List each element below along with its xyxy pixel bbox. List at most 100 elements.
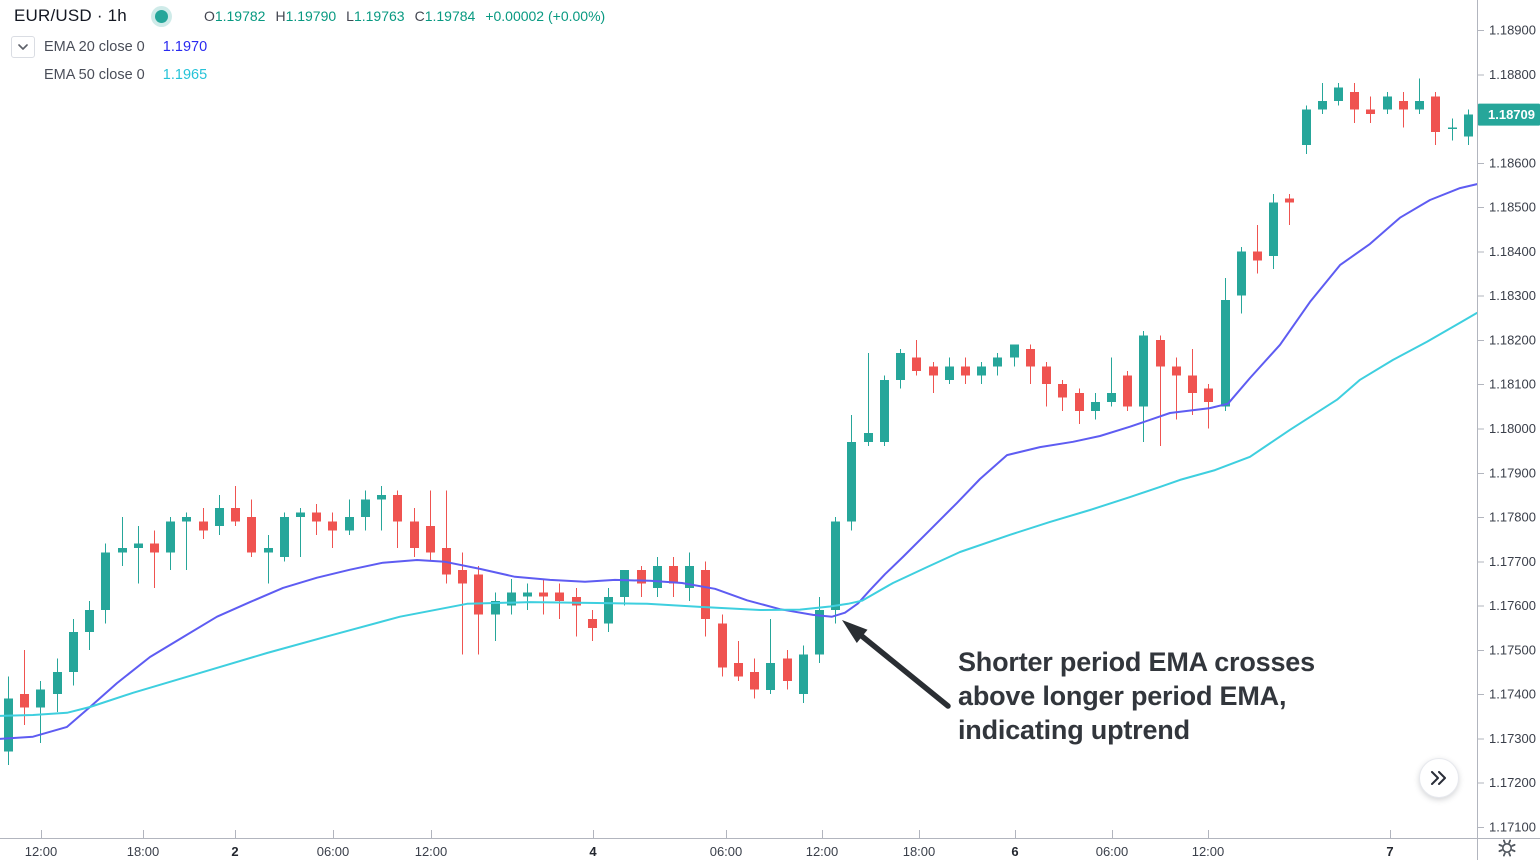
candle-body <box>1431 96 1440 132</box>
price-axis-label: 1.18200 <box>1489 332 1536 347</box>
candle-body <box>507 592 516 606</box>
price-axis-label: 1.17400 <box>1489 687 1536 702</box>
candle-body <box>264 548 273 553</box>
candle-body <box>134 543 143 548</box>
candle-body <box>1107 393 1116 402</box>
ohlc-pair: L1.19763 <box>346 8 405 24</box>
annotation-arrow <box>842 620 951 709</box>
time-axis-label: 4 <box>589 844 597 859</box>
candle-body <box>880 379 889 442</box>
candle-body <box>945 366 954 380</box>
ohlc-pair: C1.19784 <box>414 8 476 24</box>
candle-body <box>231 508 240 522</box>
candle-body <box>993 357 1002 367</box>
price-axis-label: 1.17300 <box>1489 731 1536 746</box>
price-axis-label: 1.17100 <box>1489 820 1536 835</box>
candle-body <box>20 694 29 708</box>
candle-body <box>345 517 354 531</box>
price-change: +0.00002 (+0.00%) <box>485 8 606 24</box>
candle-body <box>1139 335 1148 407</box>
candle-body <box>1318 100 1327 110</box>
candle-body <box>1156 339 1165 367</box>
candles-layer <box>4 78 1473 765</box>
candle-body <box>620 570 629 597</box>
candle-body <box>555 592 564 602</box>
time-axis[interactable]: 12:00 18:00 2 06:00 12:00 4 06:00 12:00 18:00 6 06… <box>25 830 1394 859</box>
ema20-line[interactable] <box>0 183 1478 740</box>
time-axis-label: 12:00 <box>25 844 58 859</box>
last-price-badge: 1.18709 <box>1478 103 1540 126</box>
price-axis-label: 1.18500 <box>1489 200 1536 215</box>
candle-body <box>1204 388 1213 402</box>
candle-body <box>961 366 970 376</box>
scroll-to-realtime-button[interactable] <box>1419 758 1459 798</box>
candle-body <box>474 574 483 615</box>
candle-body <box>637 570 646 584</box>
candle-body <box>896 353 905 380</box>
candle-body <box>669 565 678 584</box>
time-axis-label: 12:00 <box>806 844 839 859</box>
time-axis-label: 18:00 <box>903 844 936 859</box>
candle-body <box>847 441 856 522</box>
candle-body <box>1010 344 1019 358</box>
candle-body <box>1091 401 1100 411</box>
price-axis-label: 1.17700 <box>1489 554 1536 569</box>
candle-body <box>1253 251 1262 261</box>
candle-body <box>815 610 824 655</box>
candle-body <box>85 610 94 633</box>
legend-collapse-button[interactable] <box>11 36 35 58</box>
time-axis-label: 7 <box>1386 844 1393 859</box>
candle-body <box>215 508 224 526</box>
candle-body <box>377 494 386 500</box>
time-axis-label: 2 <box>231 844 238 859</box>
price-axis[interactable]: 1.18900 1.18800 1.18600 1.18500 1.18400 1.183… <box>1478 23 1536 835</box>
candle-body <box>1075 393 1084 411</box>
indicator-ema20-label[interactable]: EMA 20 close 0 <box>44 39 145 55</box>
candle-body <box>929 366 938 376</box>
price-axis-label: 1.17900 <box>1489 465 1536 480</box>
candle-body <box>361 499 370 517</box>
candle-body <box>1058 384 1067 398</box>
candle-body <box>685 565 694 588</box>
ema50-line[interactable] <box>0 311 1478 717</box>
axis-settings-gear-icon[interactable] <box>1498 839 1516 857</box>
candle-body <box>199 521 208 531</box>
annotation-line: above longer period EMA, <box>958 681 1287 711</box>
candle-body <box>572 596 581 606</box>
candle-body <box>539 592 548 597</box>
candle-body <box>783 658 792 681</box>
candle-body <box>1237 251 1246 296</box>
candle-body <box>53 672 62 695</box>
chevron-down-icon <box>18 44 28 50</box>
candle-body <box>1172 366 1181 376</box>
candle-body <box>1188 375 1197 394</box>
time-axis-label: 12:00 <box>1192 844 1225 859</box>
candle-body <box>1350 92 1359 110</box>
price-axis-label: 1.17500 <box>1489 642 1536 657</box>
candle-body <box>182 517 191 522</box>
candle-body <box>1334 87 1343 101</box>
candle-body <box>734 663 743 677</box>
ohlc-pair: H1.19790 <box>275 8 337 24</box>
candle-body <box>1383 96 1392 110</box>
candle-body <box>750 672 759 690</box>
svg-text:1.18709: 1.18709 <box>1488 107 1535 122</box>
annotation-text: Shorter period EMA crosses above longer … <box>958 645 1315 747</box>
candle-body <box>247 517 256 553</box>
candle-body <box>912 357 921 371</box>
candle-body <box>458 570 467 584</box>
candle-body <box>101 552 110 611</box>
candle-body <box>766 663 775 690</box>
candle-body <box>831 521 840 611</box>
indicator-ema50-label[interactable]: EMA 50 close 0 <box>44 67 145 83</box>
candle-body <box>653 565 662 588</box>
candle-body <box>588 618 597 628</box>
time-axis-label: 12:00 <box>415 844 448 859</box>
annotation-line: indicating uptrend <box>958 715 1190 745</box>
candle-body <box>1415 100 1424 110</box>
candle-body <box>1026 348 1035 367</box>
symbol-title[interactable]: EUR/USD · 1h <box>14 6 127 25</box>
price-axis-label: 1.18300 <box>1489 288 1536 303</box>
annotation-line: Shorter period EMA crosses <box>958 647 1315 677</box>
